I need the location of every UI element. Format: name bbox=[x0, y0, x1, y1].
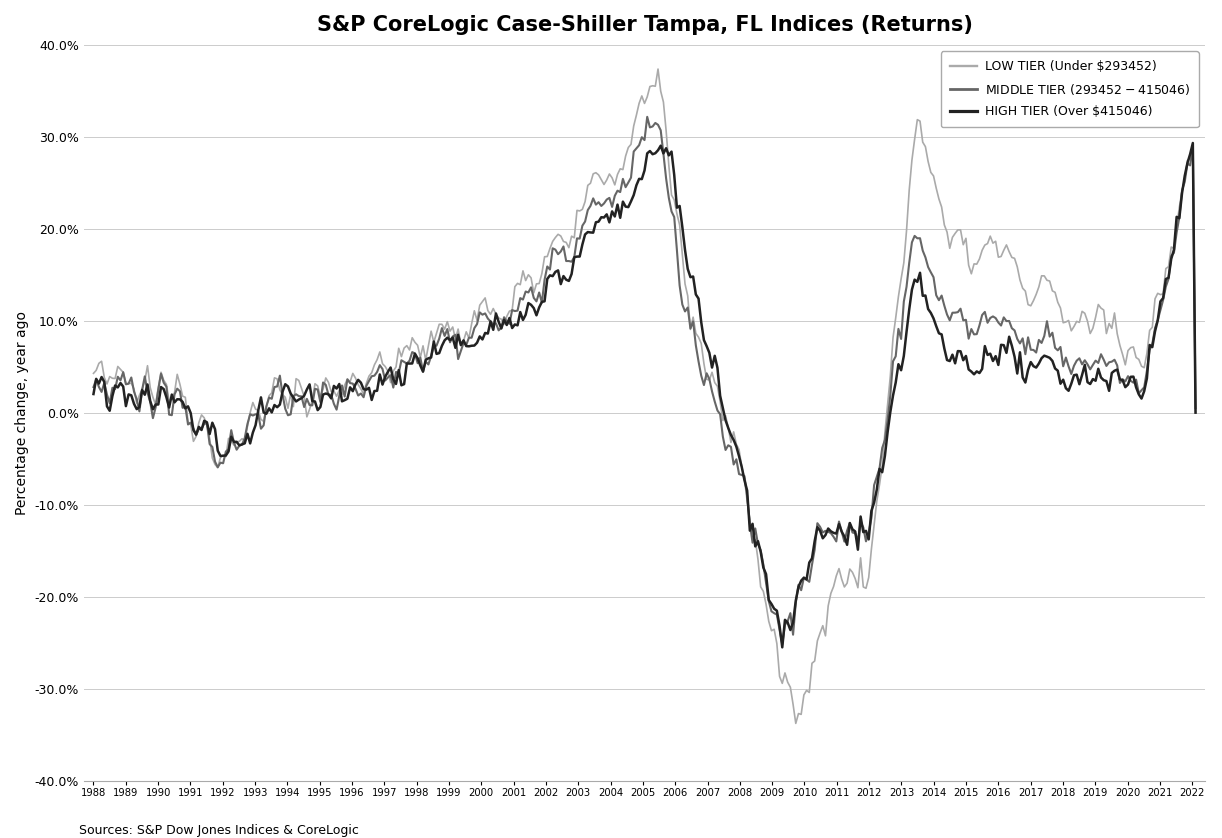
Line: MIDDLE TIER ($293452 - $415046): MIDDLE TIER ($293452 - $415046) bbox=[94, 116, 1195, 644]
MIDDLE TIER ($293452 - $415046) bbox=[87, 382, 101, 392]
Y-axis label: Percentage change, year ago: Percentage change, year ago bbox=[15, 311, 29, 515]
LOW TIER (Under $293452) bbox=[788, 718, 803, 728]
LOW TIER (Under $293452) bbox=[853, 553, 868, 563]
MIDDLE TIER ($293452 - $415046) bbox=[670, 246, 684, 256]
MIDDLE TIER ($293452 - $415046) bbox=[295, 391, 309, 401]
LOW TIER (Under $293452) bbox=[753, 582, 767, 592]
MIDDLE TIER ($293452 - $415046) bbox=[775, 639, 789, 649]
LOW TIER (Under $293452) bbox=[670, 209, 684, 219]
MIDDLE TIER ($293452 - $415046) bbox=[1188, 403, 1202, 413]
LOW TIER (Under $293452) bbox=[1188, 407, 1202, 417]
MIDDLE TIER ($293452 - $415046) bbox=[640, 111, 655, 122]
LOW TIER (Under $293452) bbox=[87, 369, 101, 379]
HIGH TIER (Over $415046) bbox=[848, 526, 863, 536]
HIGH TIER (Over $415046) bbox=[667, 170, 682, 180]
HIGH TIER (Over $415046) bbox=[1185, 138, 1200, 148]
MIDDLE TIER ($293452 - $415046) bbox=[851, 535, 865, 546]
Text: Sources: S&P Dow Jones Indices & CoreLogic: Sources: S&P Dow Jones Indices & CoreLog… bbox=[79, 824, 359, 837]
LOW TIER (Under $293452) bbox=[650, 64, 665, 74]
MIDDLE TIER ($293452 - $415046) bbox=[853, 517, 868, 527]
Title: S&P CoreLogic Case-Shiller Tampa, FL Indices (Returns): S&P CoreLogic Case-Shiller Tampa, FL Ind… bbox=[316, 15, 973, 35]
MIDDLE TIER ($293452 - $415046) bbox=[753, 545, 767, 555]
LOW TIER (Under $293452) bbox=[808, 656, 822, 666]
LOW TIER (Under $293452) bbox=[295, 383, 309, 393]
HIGH TIER (Over $415046) bbox=[775, 642, 789, 652]
HIGH TIER (Over $415046) bbox=[87, 389, 101, 399]
HIGH TIER (Over $415046) bbox=[750, 536, 765, 546]
Line: LOW TIER (Under $293452): LOW TIER (Under $293452) bbox=[94, 69, 1195, 723]
HIGH TIER (Over $415046) bbox=[295, 393, 309, 403]
Legend: LOW TIER (Under $293452), MIDDLE TIER ($293452 - $415046), HIGH TIER (Over $4150: LOW TIER (Under $293452), MIDDLE TIER ($… bbox=[941, 51, 1199, 127]
HIGH TIER (Over $415046) bbox=[851, 545, 865, 555]
HIGH TIER (Over $415046) bbox=[1188, 407, 1202, 417]
MIDDLE TIER ($293452 - $415046) bbox=[808, 545, 822, 555]
HIGH TIER (Over $415046) bbox=[804, 553, 819, 563]
Line: HIGH TIER (Over $415046): HIGH TIER (Over $415046) bbox=[94, 143, 1195, 647]
LOW TIER (Under $293452) bbox=[851, 582, 865, 592]
